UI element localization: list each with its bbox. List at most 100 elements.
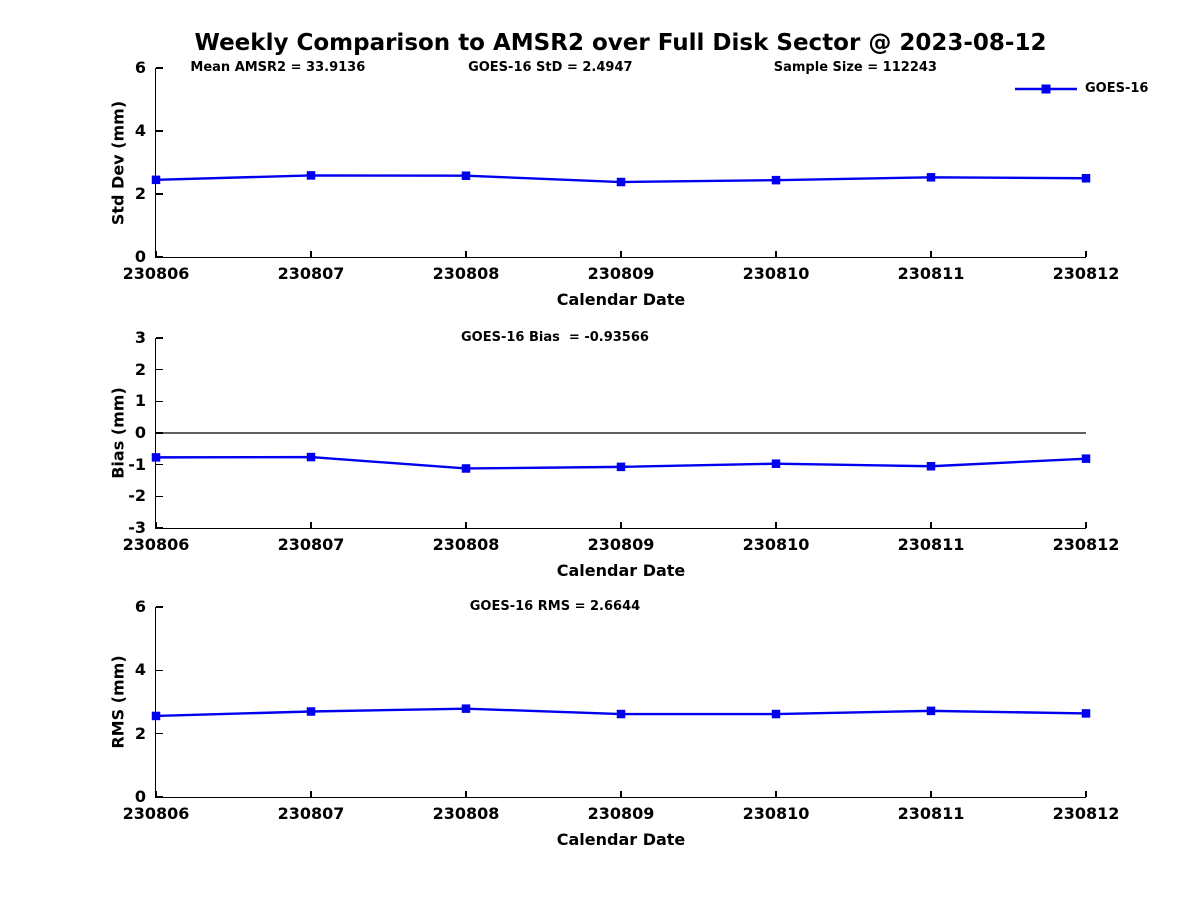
x-tick	[775, 791, 777, 797]
y-tick	[156, 606, 163, 608]
data-point-marker	[771, 709, 781, 719]
x-tick	[465, 522, 467, 528]
rms-line-plot	[151, 704, 1091, 721]
y-tick	[156, 432, 163, 434]
subplot-bias: Bias (mm) Calendar Date -3 -2 -1 0 1 2 3 230806…	[109, 328, 1120, 580]
x-tick-label: 230808	[432, 804, 500, 823]
data-point-marker	[771, 459, 781, 468]
x-tick-label: 230808	[432, 535, 500, 554]
y-tick	[156, 130, 163, 132]
x-tick	[1085, 522, 1087, 528]
y-tick	[156, 368, 163, 371]
x-tick-label: 230807	[277, 535, 345, 554]
y-tick	[156, 256, 163, 258]
legend-line-icon	[1015, 84, 1077, 93]
x-tick-label: 230810	[742, 804, 810, 823]
y-tick	[156, 67, 163, 69]
x-tick-label: 230808	[432, 264, 500, 283]
x-tick-label: 230806	[122, 804, 190, 823]
x-tick-label: 230807	[277, 264, 345, 283]
data-point-marker	[926, 462, 936, 471]
x-tick-label: 230810	[742, 535, 810, 554]
y-tick-label: 1	[134, 391, 146, 411]
annotation: Sample Size = 112243	[773, 60, 937, 75]
y-tick-label: 0	[134, 423, 146, 442]
x-tick-label: 230809	[587, 264, 655, 283]
data-point-marker	[306, 171, 316, 180]
x-tick	[620, 251, 622, 257]
x-tick	[310, 251, 312, 257]
x-tick-label: 230811	[897, 535, 965, 554]
x-tick	[930, 251, 932, 257]
data-point-marker	[461, 704, 471, 713]
data-point-marker	[616, 709, 626, 719]
y-tick-label: 0	[134, 787, 146, 806]
y-tick	[156, 193, 163, 195]
x-tick	[310, 791, 312, 797]
annotation: GOES-16 StD = 2.4947	[468, 60, 633, 75]
y-tick-label: -2	[128, 486, 146, 506]
x-tick-label: 230806	[122, 535, 190, 554]
data-point-marker	[151, 711, 161, 721]
x-tick	[155, 791, 157, 797]
annotation: Mean AMSR2 = 33.9136	[190, 60, 366, 75]
data-point-marker	[151, 175, 161, 185]
y-tick	[156, 669, 163, 672]
x-tick-label: 230811	[897, 804, 965, 823]
y-tick	[156, 337, 163, 339]
bias-line-plot	[151, 432, 1091, 473]
x-tick-label: 230809	[587, 804, 655, 823]
x-tick-label: 230811	[897, 264, 965, 283]
data-point-marker	[1081, 709, 1091, 718]
x-tick	[775, 522, 777, 528]
x-tick-label: 230810	[742, 264, 810, 283]
data-point-marker	[306, 452, 316, 462]
x-tick	[465, 251, 467, 257]
std-dev-line-plot	[151, 171, 1091, 187]
y-tick-label: 2	[134, 184, 146, 203]
y-tick-label: 6	[134, 58, 146, 77]
y-tick	[156, 732, 163, 735]
data-point-marker	[1081, 454, 1091, 463]
y-tick-label: 3	[134, 328, 146, 347]
data-point-marker	[461, 171, 471, 180]
y-tick-label: 4	[134, 121, 146, 140]
data-point-marker	[771, 175, 781, 185]
y-tick	[156, 463, 163, 466]
x-tick	[775, 251, 777, 257]
data-point-marker	[616, 177, 626, 187]
x-tick	[1085, 791, 1087, 797]
subplot-rms: RMS (mm) Calendar Date 0 2 4 6 230806 230807 2…	[109, 597, 1120, 849]
y-tick-label: -1	[128, 454, 146, 474]
x-axis-label: Calendar Date	[556, 561, 686, 580]
x-tick	[155, 522, 157, 528]
data-point-marker	[306, 707, 316, 716]
x-tick	[930, 791, 932, 797]
y-tick	[156, 796, 163, 798]
x-axis-label: Calendar Date	[556, 290, 686, 309]
data-point-marker	[616, 462, 626, 472]
data-point-marker	[461, 464, 471, 473]
y-tick-label: 2	[134, 723, 146, 743]
y-axis-label: Std Dev (mm)	[108, 100, 128, 225]
data-point-marker	[1081, 174, 1091, 183]
x-tick-label: 230812	[1052, 264, 1120, 283]
x-tick	[620, 522, 622, 528]
figure-title: Weekly Comparison to AMSR2 over Full Dis…	[194, 30, 1047, 56]
annotation: GOES-16 Bias = -0.93566	[461, 330, 649, 345]
y-tick-label: 6	[134, 597, 146, 616]
y-tick-label: -3	[128, 518, 146, 537]
y-tick-label: 4	[134, 660, 146, 680]
x-tick	[1085, 251, 1087, 257]
y-tick	[156, 527, 163, 529]
y-tick-label: 0	[134, 247, 146, 266]
data-point-marker	[926, 706, 936, 716]
y-tick	[156, 400, 163, 403]
legend-label: GOES-16	[1085, 81, 1149, 96]
y-tick-label: 2	[134, 359, 146, 379]
y-tick	[156, 495, 163, 498]
x-tick-label: 230807	[277, 804, 345, 823]
x-tick	[155, 251, 157, 257]
x-tick-label: 230806	[122, 264, 190, 283]
